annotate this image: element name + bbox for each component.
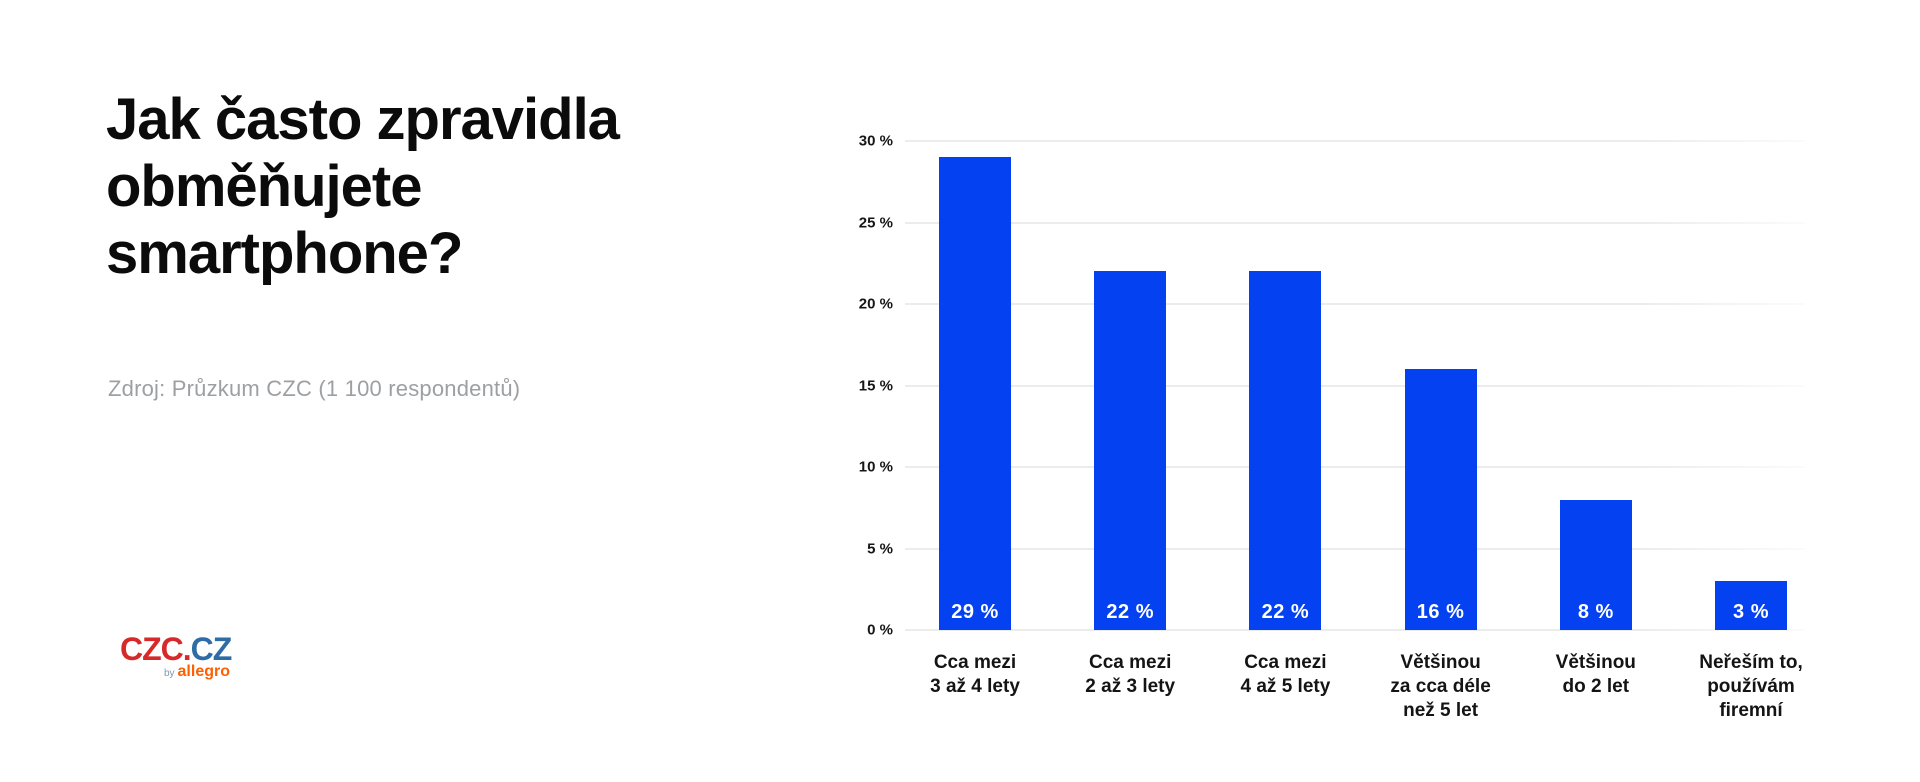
czc-logo-blue-part: CZ [190,631,233,667]
y-axis-tick-label: 10 % [858,458,893,476]
bar: 8 % [1559,499,1632,630]
x-axis-category-label: Neřeším to, používám firemní [1699,652,1803,721]
gridline [905,384,1805,387]
bar-value-label: 8 % [1577,600,1614,623]
gridline [905,221,1805,224]
gridline [905,140,1805,142]
gridline [905,547,1805,550]
bar: 3 % [1715,581,1787,630]
gridline [905,629,1805,631]
gridline [905,303,1805,305]
by-label: by [163,668,175,679]
bar: 29 % [939,157,1011,630]
source-note: Zdroj: Průzkum CZC (1 100 respondentů) [108,376,521,401]
page-title: Jak často zpravidla obměňujete smartphon… [106,87,620,286]
x-axis-category-label: Cca mezi 3 až 4 lety [930,652,1020,697]
x-axis-category-label: Cca mezi 4 až 5 lety [1240,652,1331,697]
czc-logo-byline: by allegro [120,663,230,681]
bar-value-label: 3 % [1733,600,1769,623]
x-axis-category-label: Většinou do 2 let [1555,652,1636,697]
x-axis-category-label: Cca mezi 2 až 3 lety [1085,652,1176,697]
bar: 16 % [1404,369,1477,630]
x-axis-category-label: Většinou za cca déle než 5 let [1390,652,1491,721]
bar-value-label: 16 % [1416,600,1465,623]
czc-logo: CZC.CZ by allegro [120,631,233,681]
czc-logo-red-part: CZC. [120,631,192,667]
allegro-brand-label: allegro [177,663,230,680]
y-axis-tick-label: 0 % [867,621,893,639]
bar-value-label: 29 % [951,600,999,623]
bar: 22 % [1094,271,1167,630]
bar: 22 % [1249,271,1322,630]
y-axis-tick-label: 30 % [858,132,893,150]
bar-value-label: 22 % [1261,600,1310,623]
bar-value-label: 22 % [1106,600,1154,623]
gridline [905,466,1805,468]
y-axis-tick-label: 5 % [867,540,893,557]
y-axis-tick-label: 20 % [858,295,893,313]
y-axis-tick-label: 25 % [858,214,893,231]
y-axis-tick-label: 15 % [858,377,893,394]
czc-logo-wordmark: CZC.CZ [120,631,233,667]
